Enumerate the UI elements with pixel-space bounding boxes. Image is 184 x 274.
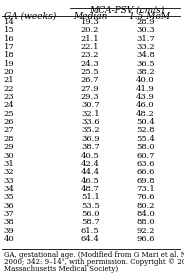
Text: 22.1: 22.1: [81, 43, 100, 51]
Text: 46.0: 46.0: [136, 101, 155, 109]
Text: 31.7: 31.7: [136, 35, 155, 42]
Text: 69.8: 69.8: [136, 176, 155, 185]
Text: 15: 15: [4, 26, 14, 34]
Text: 88.0: 88.0: [136, 218, 155, 226]
Text: 76.6: 76.6: [136, 193, 155, 201]
Text: GA, gestational age. (Modified from G Mari et al. N Engl J Med: GA, gestational age. (Modified from G Ma…: [4, 251, 184, 259]
Text: 46.5: 46.5: [81, 176, 100, 185]
Text: 14: 14: [4, 18, 15, 26]
Text: 19.3: 19.3: [81, 18, 100, 26]
Text: 28: 28: [4, 135, 14, 143]
Text: 19: 19: [4, 59, 14, 68]
Text: 24.3: 24.3: [81, 59, 100, 68]
Text: 21: 21: [4, 76, 14, 84]
Text: 61.5: 61.5: [81, 227, 100, 235]
Text: 96.6: 96.6: [136, 235, 155, 243]
Text: 43.9: 43.9: [136, 93, 155, 101]
Text: 36: 36: [4, 202, 14, 210]
Text: 23.2: 23.2: [81, 51, 100, 59]
Text: 63.6: 63.6: [136, 160, 155, 168]
Text: 36.5: 36.5: [136, 59, 155, 68]
Text: 2000; 342: 9–14¹, with permission. Copyright © 2000: 2000; 342: 9–14¹, with permission. Copyr…: [4, 258, 184, 266]
Text: 73.1: 73.1: [136, 185, 155, 193]
Text: 53.5: 53.5: [81, 202, 100, 210]
Text: 27: 27: [4, 126, 14, 135]
Text: 40.5: 40.5: [81, 152, 100, 159]
Text: 32.1: 32.1: [81, 110, 100, 118]
Text: 37: 37: [4, 210, 14, 218]
Text: 34.8: 34.8: [136, 51, 155, 59]
Text: 33: 33: [4, 176, 14, 185]
Text: 30: 30: [4, 152, 14, 159]
Text: 38.7: 38.7: [81, 143, 100, 151]
Text: 29.3: 29.3: [81, 93, 100, 101]
Text: 51.1: 51.1: [81, 193, 100, 201]
Text: 48.2: 48.2: [136, 110, 155, 118]
Text: 30.3: 30.3: [136, 26, 155, 34]
Text: 26: 26: [4, 118, 14, 126]
Text: 24: 24: [4, 101, 14, 109]
Text: 38.2: 38.2: [136, 68, 155, 76]
Text: 38: 38: [4, 218, 14, 226]
Text: 28.9: 28.9: [136, 18, 155, 26]
Text: 32: 32: [4, 168, 14, 176]
Text: 48.7: 48.7: [81, 185, 100, 193]
Text: 29: 29: [4, 143, 14, 151]
Text: 39: 39: [4, 227, 14, 235]
Text: 44.4: 44.4: [81, 168, 100, 176]
Text: 36.9: 36.9: [81, 135, 100, 143]
Text: 42.4: 42.4: [81, 160, 100, 168]
Text: 66.6: 66.6: [136, 168, 155, 176]
Text: 20.2: 20.2: [81, 26, 99, 34]
Text: 33.6: 33.6: [81, 118, 100, 126]
Text: 26.7: 26.7: [81, 76, 100, 84]
Text: 22: 22: [4, 85, 14, 93]
Text: 21.1: 21.1: [81, 35, 100, 42]
Text: 52.8: 52.8: [136, 126, 155, 135]
Text: 16: 16: [4, 35, 14, 42]
Text: 84.0: 84.0: [136, 210, 155, 218]
Text: 80.2: 80.2: [136, 202, 155, 210]
Text: 40: 40: [4, 235, 14, 243]
Text: Massachusetts Medical Society): Massachusetts Medical Society): [4, 265, 118, 273]
Text: 35: 35: [4, 193, 14, 201]
Text: 64.4: 64.4: [81, 235, 100, 243]
Text: 23: 23: [4, 93, 14, 101]
Text: 20: 20: [4, 68, 14, 76]
Text: 34: 34: [4, 185, 15, 193]
Text: MCA-PSV (cm/s): MCA-PSV (cm/s): [89, 6, 164, 15]
Text: 31: 31: [4, 160, 14, 168]
Text: 58.7: 58.7: [81, 218, 100, 226]
Text: Median: Median: [74, 12, 108, 21]
Text: 18: 18: [4, 51, 14, 59]
Text: 30.7: 30.7: [81, 101, 100, 109]
Text: 35.2: 35.2: [81, 126, 100, 135]
Text: GA (weeks): GA (weeks): [4, 12, 56, 21]
Text: 56.0: 56.0: [81, 210, 100, 218]
Text: 27.9: 27.9: [81, 85, 100, 93]
Text: 25: 25: [4, 110, 14, 118]
Text: 55.4: 55.4: [136, 135, 155, 143]
Text: 92.2: 92.2: [136, 227, 155, 235]
Text: 1.5 MoM: 1.5 MoM: [129, 12, 170, 21]
Text: 58.0: 58.0: [136, 143, 155, 151]
Text: 25.5: 25.5: [81, 68, 100, 76]
Text: 40.0: 40.0: [136, 76, 155, 84]
Text: 41.9: 41.9: [136, 85, 155, 93]
Text: 17: 17: [4, 43, 14, 51]
Text: 33.2: 33.2: [136, 43, 155, 51]
Text: 60.7: 60.7: [136, 152, 155, 159]
Text: 50.4: 50.4: [136, 118, 155, 126]
